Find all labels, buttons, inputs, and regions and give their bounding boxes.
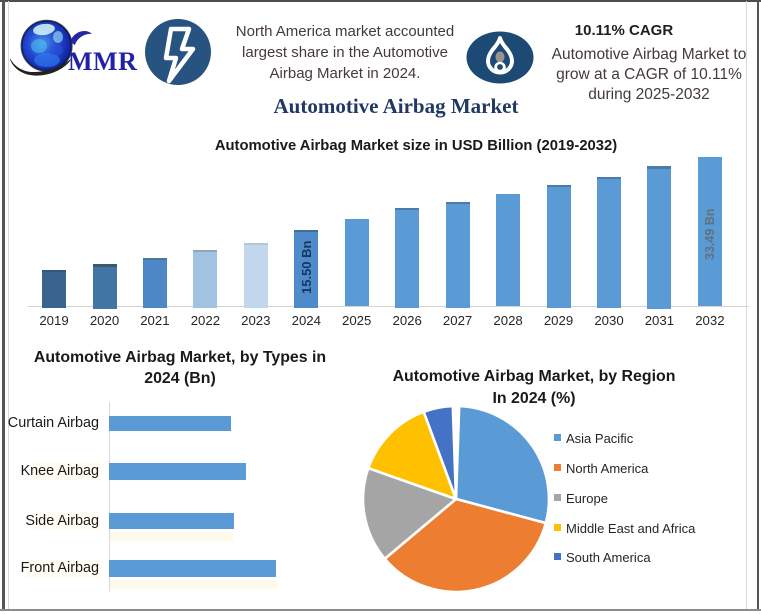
svg-text:MMR: MMR	[68, 47, 137, 76]
